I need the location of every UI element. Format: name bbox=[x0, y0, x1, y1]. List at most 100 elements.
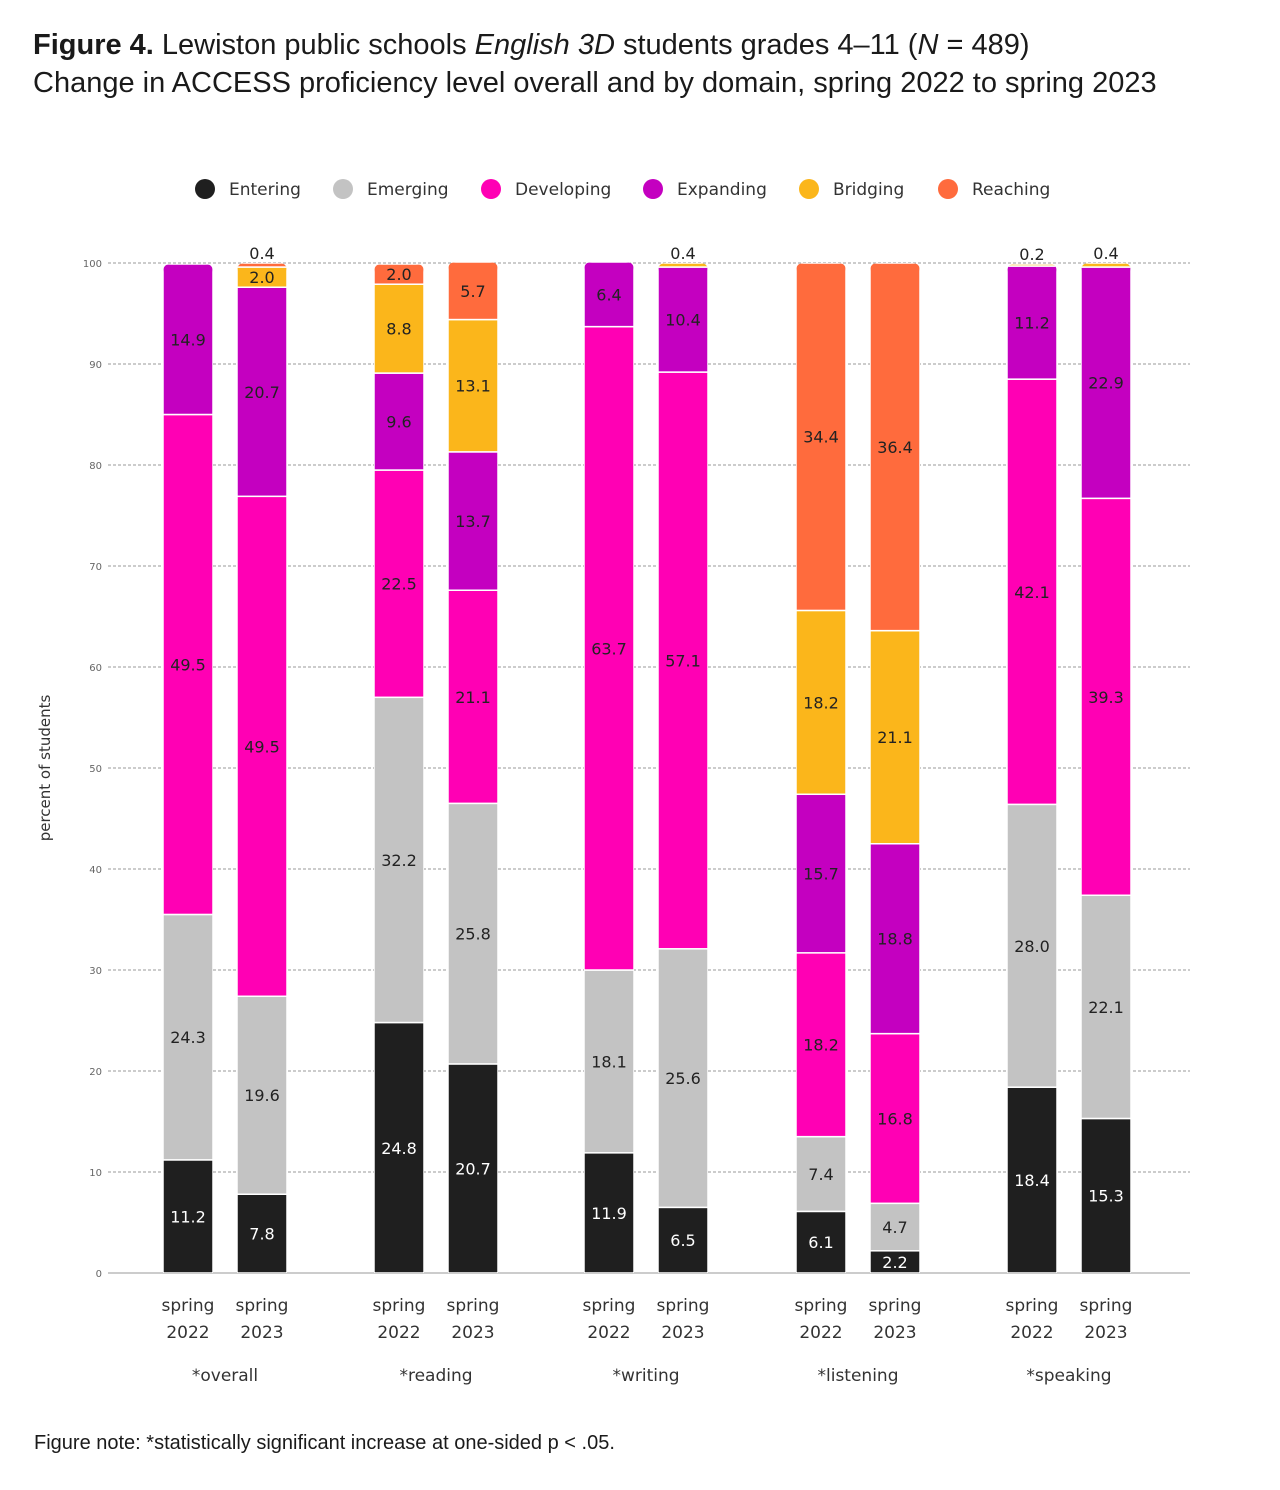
bar-segment-reaching bbox=[237, 263, 287, 268]
bar-segment-developing bbox=[870, 1032, 920, 1205]
y-axis-label: percent of students bbox=[36, 695, 54, 842]
legend-marker-emerging bbox=[333, 179, 353, 199]
x-tick-label-year: 2022 bbox=[587, 1323, 630, 1343]
group-label: *listening bbox=[818, 1366, 899, 1386]
x-tick-label-year: 2023 bbox=[661, 1323, 704, 1343]
bar-segment-bridging bbox=[448, 318, 498, 453]
x-tick-label-season: spring bbox=[373, 1296, 426, 1316]
bar-segment-bridging bbox=[658, 263, 708, 268]
bar-segment-entering bbox=[448, 1063, 498, 1274]
y-tick-label: 100 bbox=[83, 259, 102, 270]
data-label-bridging: 0.4 bbox=[1093, 244, 1118, 263]
title-part1: Lewiston public schools bbox=[153, 29, 475, 61]
bar-segment-expanding bbox=[163, 264, 213, 416]
data-label-expanding: 14.9 bbox=[170, 330, 206, 349]
data-label-expanding: 15.7 bbox=[803, 865, 839, 884]
y-tick-label: 10 bbox=[89, 1168, 102, 1179]
legend-label-developing: Developing bbox=[515, 180, 611, 200]
bar-segment-developing bbox=[1081, 497, 1131, 897]
x-tick-label-year: 2023 bbox=[873, 1323, 916, 1343]
bar-segment-developing bbox=[163, 413, 213, 916]
data-label-entering: 18.4 bbox=[1014, 1171, 1050, 1190]
data-label-entering: 6.1 bbox=[808, 1233, 833, 1252]
x-tick-label-year: 2023 bbox=[240, 1323, 283, 1343]
group-label: *writing bbox=[612, 1366, 679, 1386]
legend-marker-reaching bbox=[938, 179, 958, 199]
bar-segment-emerging bbox=[658, 948, 708, 1209]
data-label-developing: 22.5 bbox=[381, 575, 417, 594]
legend-marker-developing bbox=[481, 179, 501, 199]
data-label-entering: 24.8 bbox=[381, 1139, 417, 1158]
bar-segment-entering bbox=[1007, 1086, 1057, 1273]
data-label-emerging: 32.2 bbox=[381, 851, 417, 870]
legend-marker-bridging bbox=[799, 179, 819, 199]
data-label-developing: 49.5 bbox=[244, 737, 280, 756]
y-tick-label: 90 bbox=[89, 360, 102, 371]
data-label-bridging: 21.1 bbox=[877, 728, 913, 747]
data-label-expanding: 22.9 bbox=[1088, 374, 1124, 393]
figure-label: Figure 4. bbox=[33, 29, 154, 61]
bar-segment-developing bbox=[237, 495, 287, 998]
y-tick-label: 0 bbox=[96, 1269, 102, 1280]
data-label-entering: 20.7 bbox=[455, 1159, 491, 1178]
data-label-developing: 63.7 bbox=[591, 639, 627, 658]
bar-segment-bridging bbox=[796, 609, 846, 796]
legend-label-reaching: Reaching bbox=[972, 180, 1050, 200]
x-tick-label-season: spring bbox=[1006, 1296, 1059, 1316]
group-label: *speaking bbox=[1026, 1366, 1111, 1386]
bar-segment-developing bbox=[796, 952, 846, 1138]
figure-title: Figure 4. Lewiston public schools Englis… bbox=[33, 26, 1253, 102]
data-label-expanding: 6.4 bbox=[596, 285, 621, 304]
data-label-entering: 7.8 bbox=[249, 1225, 274, 1244]
data-label-developing: 42.1 bbox=[1014, 583, 1050, 602]
legend-label-emerging: Emerging bbox=[367, 180, 449, 200]
x-tick-label-year: 2022 bbox=[799, 1323, 842, 1343]
data-label-entering: 2.2 bbox=[882, 1253, 907, 1272]
x-tick-label-year: 2022 bbox=[1010, 1323, 1053, 1343]
bar-segment-reaching bbox=[796, 263, 846, 612]
figure-note: Figure note: *statistically significant … bbox=[34, 1432, 615, 1454]
legend-label-expanding: Expanding bbox=[677, 180, 767, 200]
data-label-emerging: 25.6 bbox=[665, 1069, 701, 1088]
data-label-bridging: 0.4 bbox=[670, 244, 695, 263]
x-tick-label-season: spring bbox=[657, 1296, 710, 1316]
bar-segment-developing bbox=[584, 325, 634, 971]
data-label-bridging: 2.0 bbox=[249, 268, 274, 287]
bar-segment-expanding bbox=[237, 286, 287, 498]
bar-segment-bridging bbox=[1081, 263, 1131, 268]
data-label-developing: 39.3 bbox=[1088, 688, 1124, 707]
group-label: *overall bbox=[192, 1366, 258, 1386]
bar-segment-bridging bbox=[374, 283, 424, 374]
bar-segment-reaching bbox=[374, 264, 424, 285]
group-label: *reading bbox=[399, 1366, 472, 1386]
data-label-emerging: 24.3 bbox=[170, 1028, 206, 1047]
bar-segment-expanding bbox=[870, 843, 920, 1035]
x-tick-label-season: spring bbox=[583, 1296, 636, 1316]
data-label-emerging: 18.1 bbox=[591, 1052, 627, 1071]
x-tick-label-year: 2022 bbox=[166, 1323, 209, 1343]
data-label-bridging: 18.2 bbox=[803, 693, 839, 712]
data-label-expanding: 9.6 bbox=[386, 413, 411, 432]
x-tick-label-season: spring bbox=[869, 1296, 922, 1316]
x-tick-label-season: spring bbox=[162, 1296, 215, 1316]
y-tick-label: 60 bbox=[89, 663, 102, 674]
data-label-reaching: 2.0 bbox=[386, 265, 411, 284]
y-tick-label: 30 bbox=[89, 966, 102, 977]
y-tick-label: 70 bbox=[89, 562, 102, 573]
data-label-entering: 6.5 bbox=[670, 1231, 695, 1250]
x-tick-label-season: spring bbox=[795, 1296, 848, 1316]
stacked-bar-chart: Entering Emerging Developing Expanding Bridg… bbox=[36, 179, 1190, 1386]
x-tick-label-season: spring bbox=[236, 1296, 289, 1316]
figure-subtitle: Change in ACCESS proficiency level overa… bbox=[33, 67, 1157, 99]
bar-segment-entering bbox=[658, 1206, 708, 1273]
bar-segment-expanding bbox=[1081, 266, 1131, 500]
data-label-developing: 16.8 bbox=[877, 1109, 913, 1128]
legend-marker-expanding bbox=[643, 179, 663, 199]
bar-segment-expanding bbox=[448, 451, 498, 591]
x-tick-label-year: 2022 bbox=[377, 1323, 420, 1343]
bar-segment-reaching bbox=[870, 263, 920, 632]
bar-segment-expanding bbox=[796, 793, 846, 954]
title-n: N bbox=[917, 29, 939, 61]
data-label-expanding: 10.4 bbox=[665, 311, 701, 330]
data-label-reaching: 34.4 bbox=[803, 428, 839, 447]
